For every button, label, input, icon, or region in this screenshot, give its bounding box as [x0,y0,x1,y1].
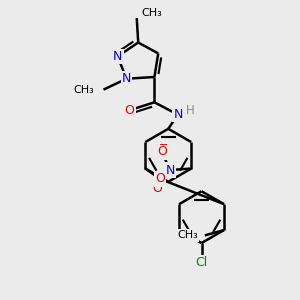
Text: CH₃: CH₃ [73,85,94,94]
Text: CH₃: CH₃ [178,230,198,240]
Text: H: H [185,104,194,117]
Text: O: O [155,172,165,185]
Text: N: N [122,72,131,85]
Text: −: − [158,140,168,150]
Text: N: N [165,164,175,176]
Text: N: N [113,50,122,63]
Text: O: O [157,145,167,158]
Text: O: O [124,104,134,117]
Text: O: O [152,182,162,195]
Text: N: N [173,108,183,121]
Text: CH₃: CH₃ [141,8,162,18]
Text: Cl: Cl [195,256,208,269]
